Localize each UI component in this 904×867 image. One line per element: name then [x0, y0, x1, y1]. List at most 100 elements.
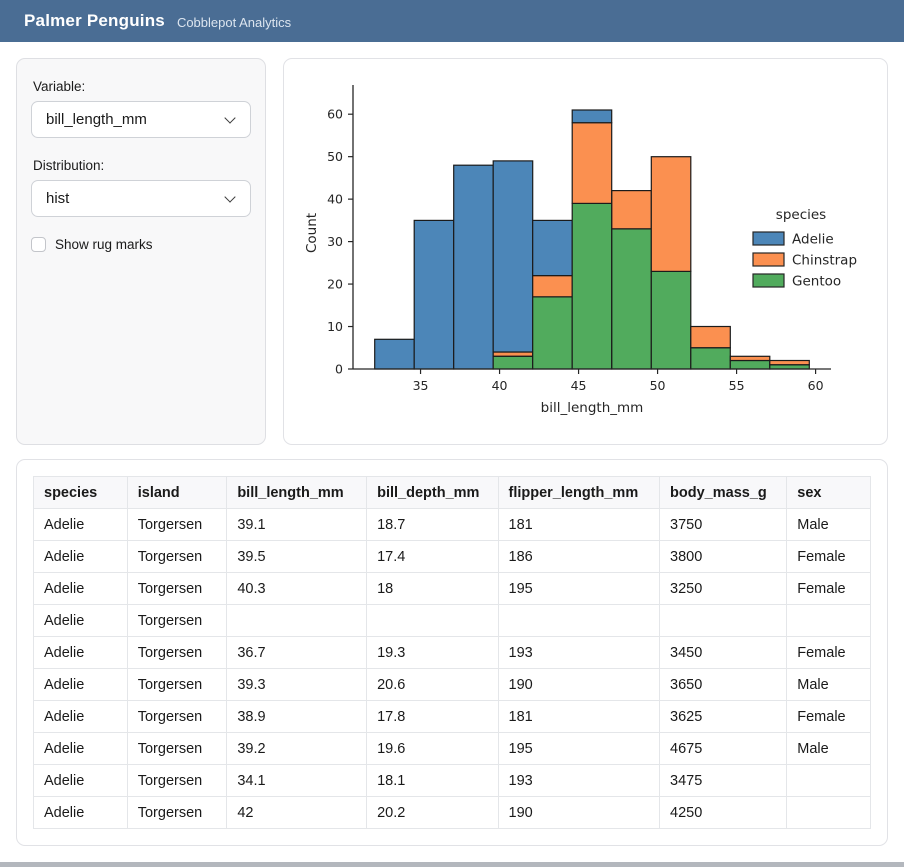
table-cell: Female — [786, 636, 871, 669]
table-cell — [786, 764, 871, 797]
legend-swatch-chinstrap — [752, 252, 785, 267]
variable-select[interactable]: bill_length_mm — [31, 101, 251, 138]
table-cell: 42 — [226, 796, 368, 829]
y-axis-label: Count — [304, 213, 320, 253]
svg-text:40: 40 — [492, 378, 508, 393]
table-cell: Adelie — [33, 540, 128, 573]
bar-segment-chinstrap — [571, 122, 613, 204]
svg-text:40: 40 — [327, 192, 343, 207]
bar-segment-adelie — [413, 219, 455, 370]
column-header-flipper_length_mm: flipper_length_mm — [497, 476, 661, 509]
bar-segment-chinstrap — [611, 189, 652, 230]
table-cell — [366, 604, 499, 637]
table-cell: 181 — [497, 508, 661, 541]
table-cell: 186 — [497, 540, 661, 573]
table-cell: Torgersen — [126, 540, 228, 573]
bar-segment-gentoo — [532, 296, 573, 370]
table-cell: 18.1 — [366, 764, 499, 797]
column-header-species: species — [33, 476, 128, 509]
x-axis-label: bill_length_mm — [541, 400, 644, 416]
table-cell: 3750 — [659, 508, 788, 541]
table-cell: Adelie — [33, 764, 128, 797]
table-cell: 39.2 — [226, 732, 368, 765]
table-cell: Torgersen — [126, 764, 228, 797]
svg-text:60: 60 — [808, 378, 824, 393]
table-cell: Adelie — [33, 796, 128, 829]
table-cell: 190 — [497, 668, 661, 701]
app-title: Palmer Penguins — [24, 11, 165, 30]
table-cell: 39.1 — [226, 508, 368, 541]
chart-card: 35 40 45 50 55 60 0 10 20 30 40 50 60 bill_length_mm C… — [283, 58, 888, 445]
table-cell: 3650 — [659, 668, 788, 701]
table-cell: Male — [786, 508, 871, 541]
table-cell — [659, 604, 788, 637]
histogram-chart: 35 40 45 50 55 60 0 10 20 30 40 50 60 bill_length_mm C… — [304, 85, 857, 416]
svg-text:30: 30 — [327, 234, 343, 249]
table-cell: 193 — [497, 764, 661, 797]
bar-segment-gentoo — [729, 359, 771, 370]
distribution-label: Distribution: — [33, 158, 105, 173]
table-cell: 3800 — [659, 540, 788, 573]
table-cell: Torgersen — [126, 668, 228, 701]
table-cell: Adelie — [33, 668, 128, 701]
table-cell: 3450 — [659, 636, 788, 669]
histogram-bars — [374, 109, 810, 370]
table-cell: 39.3 — [226, 668, 368, 701]
table-row: Adelie Torgersen 42 20.2 190 4250 — [33, 796, 871, 829]
table-cell: 34.1 — [226, 764, 368, 797]
table-row: Adelie Torgersen 40.3 18 195 3250 Female — [33, 572, 871, 605]
table-cell: 39.5 — [226, 540, 368, 573]
bar-segment-chinstrap — [729, 355, 771, 362]
app-subtitle: Cobblepot Analytics — [176, 15, 292, 30]
window-bottom-edge — [0, 862, 904, 867]
distribution-select-value: hist — [46, 190, 70, 207]
rug-checkbox[interactable] — [31, 237, 46, 252]
bar-segment-adelie — [374, 338, 415, 370]
svg-text:20: 20 — [327, 277, 343, 292]
chart-legend — [752, 231, 785, 288]
bar-segment-chinstrap — [532, 275, 573, 298]
table-cell: Female — [786, 700, 871, 733]
svg-text:35: 35 — [413, 378, 429, 393]
table-cell: 195 — [497, 572, 661, 605]
table-card: species island bill_length_mm bill_depth_mm… — [16, 459, 888, 846]
table-cell: 20.2 — [366, 796, 499, 829]
table-row: Adelie Torgersen 39.3 20.6 190 3650 Male — [33, 668, 871, 701]
table-cell: Torgersen — [126, 796, 228, 829]
table-cell: 193 — [497, 636, 661, 669]
distribution-select[interactable]: hist — [31, 180, 251, 217]
bar-segment-adelie — [532, 219, 573, 277]
table-cell: 3625 — [659, 700, 788, 733]
table-cell: 18.7 — [366, 508, 499, 541]
chevron-down-icon — [224, 191, 236, 203]
table-cell: 3250 — [659, 572, 788, 605]
table-cell: Adelie — [33, 636, 128, 669]
table-row: Adelie Torgersen 39.5 17.4 186 3800 Female — [33, 540, 871, 573]
table-row: Adelie Torgersen 39.1 18.7 181 3750 Male — [33, 508, 871, 541]
svg-text:60: 60 — [327, 107, 343, 122]
rug-checkbox-label[interactable]: Show rug marks — [55, 237, 153, 252]
table-cell — [226, 604, 368, 637]
table-cell: 19.6 — [366, 732, 499, 765]
table-cell: 36.7 — [226, 636, 368, 669]
legend-swatch-adelie — [752, 231, 785, 246]
table-cell — [786, 604, 871, 637]
legend-label: Chinstrap — [792, 253, 857, 269]
table-row: Adelie Torgersen — [33, 604, 871, 637]
table-cell: Torgersen — [126, 508, 228, 541]
variable-label: Variable: — [33, 79, 86, 94]
bar-segment-gentoo — [690, 347, 731, 370]
table-cell: Female — [786, 572, 871, 605]
legend-label: Adelie — [792, 232, 834, 248]
table-row: Adelie Torgersen 34.1 18.1 193 3475 — [33, 764, 871, 797]
table-cell: Torgersen — [126, 572, 228, 605]
table-cell: 38.9 — [226, 700, 368, 733]
bar-segment-gentoo — [492, 355, 534, 370]
table-cell: Torgersen — [126, 732, 228, 765]
svg-text:10: 10 — [327, 319, 343, 334]
bar-segment-chinstrap — [492, 351, 534, 357]
table-cell — [497, 604, 661, 637]
bar-segment-chinstrap — [769, 359, 810, 366]
data-table: species island bill_length_mm bill_depth_mm… — [33, 476, 871, 829]
table-cell: 181 — [497, 700, 661, 733]
